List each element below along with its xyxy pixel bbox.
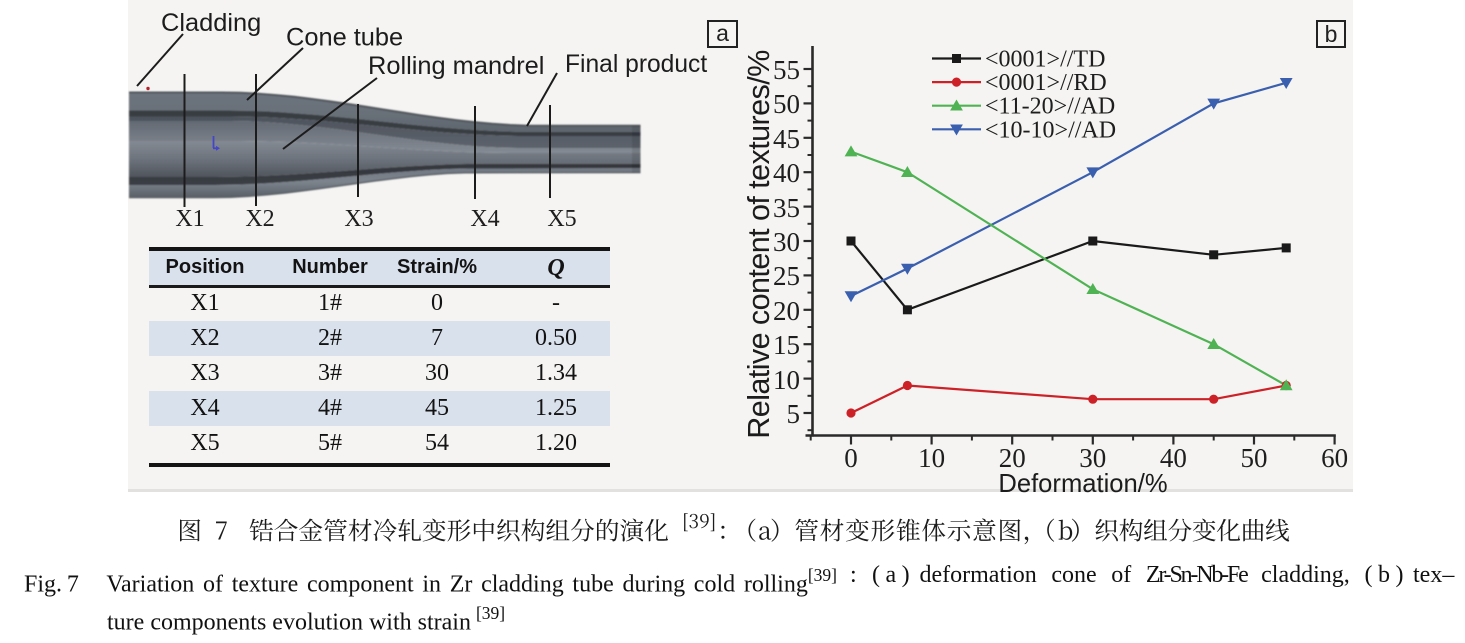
svg-text:15: 15: [773, 330, 800, 360]
svg-text:25: 25: [773, 261, 800, 291]
svg-text:<10-10>//AD: <10-10>//AD: [985, 117, 1116, 143]
svg-text:Cladding: Cladding: [161, 9, 261, 37]
svg-text:5: 5: [787, 399, 801, 429]
svg-text:<11-20>//AD: <11-20>//AD: [985, 94, 1115, 120]
svg-text:X3: X3: [344, 206, 373, 232]
svg-text:20: 20: [773, 296, 800, 326]
svg-text:10: 10: [773, 365, 800, 395]
svg-text:45: 45: [773, 124, 800, 154]
svg-text:Relative content of textures/%: Relative content of textures/%: [742, 50, 776, 439]
svg-text:Rolling mandrel: Rolling mandrel: [368, 52, 544, 80]
svg-text:X1: X1: [175, 206, 204, 232]
svg-text:10: 10: [918, 443, 945, 473]
svg-text:50: 50: [1241, 443, 1268, 473]
svg-text:20: 20: [999, 443, 1026, 473]
svg-text:X2: X2: [245, 206, 274, 232]
svg-text:35: 35: [773, 193, 800, 223]
svg-text:Deformation/%: Deformation/%: [998, 470, 1167, 498]
svg-text:30: 30: [1079, 443, 1106, 473]
svg-text:55: 55: [773, 55, 800, 85]
svg-text:<0001>//RD: <0001>//RD: [985, 70, 1107, 96]
svg-text:Final product: Final product: [565, 51, 707, 78]
svg-text:30: 30: [773, 227, 800, 257]
svg-text:50: 50: [773, 89, 800, 119]
svg-text:40: 40: [773, 158, 800, 188]
svg-text:60: 60: [1321, 443, 1348, 473]
svg-text:40: 40: [1160, 443, 1187, 473]
svg-text:X4: X4: [470, 206, 499, 232]
svg-text:X5: X5: [547, 206, 576, 232]
svg-text:<0001>//TD: <0001>//TD: [985, 47, 1105, 73]
svg-text:Cone tube: Cone tube: [286, 24, 403, 52]
svg-text:0: 0: [844, 443, 858, 473]
